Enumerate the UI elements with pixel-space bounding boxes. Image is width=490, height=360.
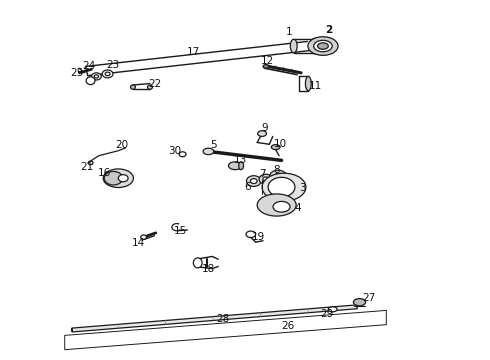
Ellipse shape [94, 75, 98, 78]
Ellipse shape [263, 177, 269, 181]
Ellipse shape [270, 170, 287, 183]
Ellipse shape [263, 64, 269, 68]
Ellipse shape [228, 162, 242, 170]
Ellipse shape [103, 169, 133, 188]
Text: 28: 28 [217, 314, 230, 324]
Text: 16: 16 [98, 168, 111, 178]
Ellipse shape [308, 37, 338, 55]
Ellipse shape [314, 40, 332, 52]
Ellipse shape [268, 177, 295, 197]
Ellipse shape [290, 39, 297, 53]
Text: 4: 4 [294, 203, 301, 213]
Text: 22: 22 [148, 79, 162, 89]
Polygon shape [72, 305, 357, 332]
Text: 1: 1 [286, 27, 292, 37]
Ellipse shape [257, 194, 296, 216]
Polygon shape [72, 328, 73, 332]
Ellipse shape [328, 307, 337, 312]
Ellipse shape [246, 176, 261, 186]
Text: 11: 11 [309, 81, 322, 91]
Text: 2: 2 [325, 25, 332, 35]
Text: 10: 10 [273, 139, 287, 149]
Text: 19: 19 [252, 232, 265, 242]
Ellipse shape [353, 298, 366, 306]
Ellipse shape [239, 162, 244, 170]
Ellipse shape [274, 174, 282, 179]
Text: 3: 3 [299, 183, 306, 193]
Ellipse shape [318, 43, 328, 49]
Text: 25: 25 [70, 68, 83, 78]
Ellipse shape [92, 73, 101, 80]
Ellipse shape [102, 70, 113, 78]
Ellipse shape [246, 231, 256, 238]
Ellipse shape [105, 72, 110, 76]
Text: 7: 7 [259, 169, 266, 179]
Text: 21: 21 [80, 162, 93, 172]
Text: 5: 5 [210, 140, 217, 150]
Ellipse shape [86, 77, 95, 85]
Ellipse shape [194, 258, 202, 268]
Ellipse shape [179, 152, 186, 157]
Ellipse shape [259, 174, 273, 184]
Ellipse shape [104, 171, 122, 185]
Text: 20: 20 [116, 140, 129, 150]
Ellipse shape [258, 131, 267, 136]
Ellipse shape [88, 161, 93, 165]
Ellipse shape [203, 148, 214, 155]
Ellipse shape [118, 175, 128, 182]
Text: 18: 18 [202, 264, 215, 274]
Text: 23: 23 [106, 60, 119, 69]
Text: 8: 8 [273, 165, 280, 175]
Text: 13: 13 [234, 156, 247, 165]
Ellipse shape [262, 173, 306, 201]
Ellipse shape [305, 76, 311, 91]
Text: 27: 27 [363, 293, 376, 303]
Text: 12: 12 [261, 57, 274, 66]
Text: 24: 24 [82, 61, 96, 71]
Text: 17: 17 [187, 47, 200, 57]
Ellipse shape [250, 179, 257, 184]
Ellipse shape [271, 145, 280, 150]
Ellipse shape [147, 85, 152, 89]
Text: 14: 14 [132, 238, 146, 248]
Text: 9: 9 [261, 123, 268, 133]
Ellipse shape [310, 39, 319, 54]
Ellipse shape [130, 85, 135, 89]
Text: 30: 30 [168, 147, 181, 157]
Text: 6: 6 [244, 182, 251, 192]
Text: 15: 15 [174, 226, 187, 237]
Polygon shape [65, 310, 386, 350]
Ellipse shape [141, 235, 147, 239]
Text: 26: 26 [281, 321, 294, 332]
Ellipse shape [273, 202, 290, 212]
Text: 29: 29 [320, 309, 334, 319]
